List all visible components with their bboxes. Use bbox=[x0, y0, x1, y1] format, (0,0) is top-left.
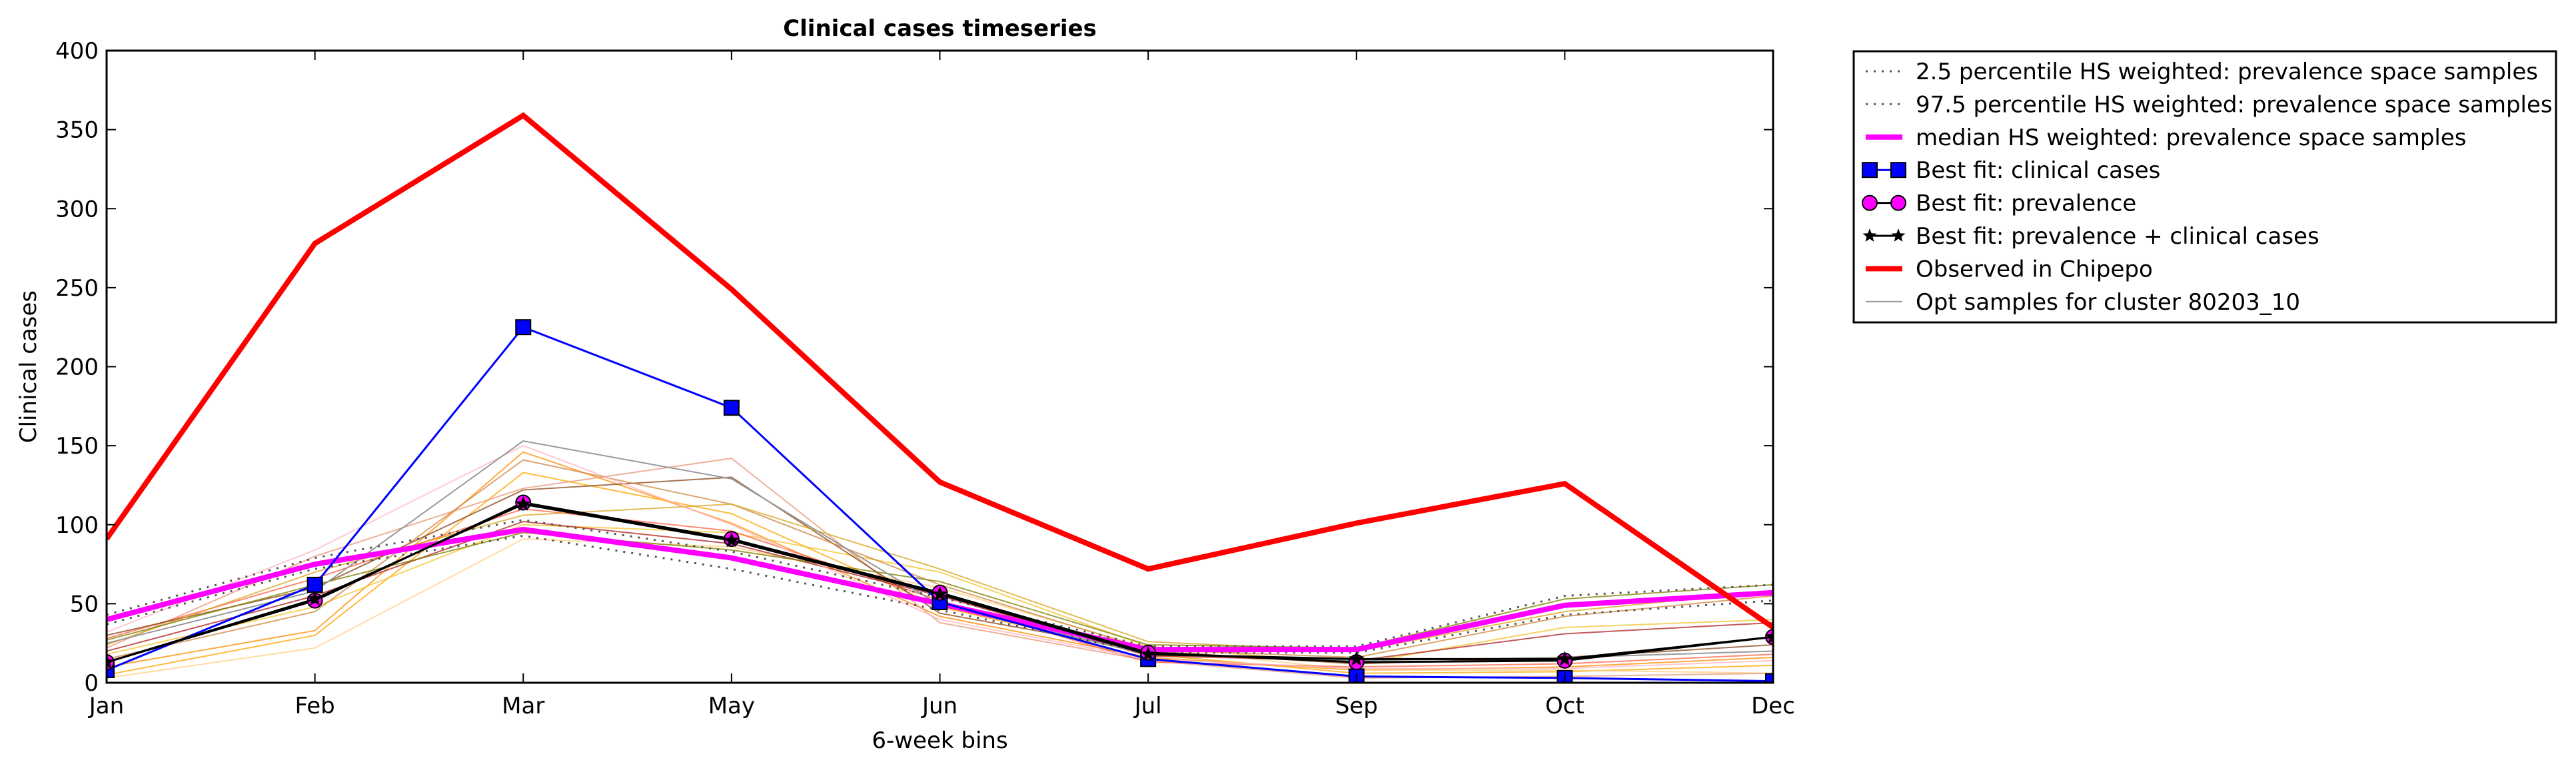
data-point-square bbox=[1765, 673, 1773, 683]
sample-line bbox=[107, 445, 1773, 669]
legend-entry: Best fit: prevalence + clinical cases bbox=[1862, 223, 2319, 250]
legend-entry: Observed in Chipepo bbox=[1866, 256, 2153, 282]
axes: 0 50 100 150 200 250 300 350 400 Jan Feb Mar May Jun J… bbox=[55, 38, 1795, 719]
legend-marker-circle bbox=[1862, 194, 1878, 211]
legend-label: Best fit: clinical cases bbox=[1916, 157, 2160, 184]
legend-entry: 97.5 percentile HS weighted: prevalence … bbox=[1866, 91, 2553, 118]
data-point-star bbox=[515, 496, 532, 511]
y-tick-label: 250 bbox=[55, 275, 99, 302]
x-tick-label: Feb bbox=[295, 693, 335, 719]
data-point-star bbox=[1348, 650, 1365, 666]
data-point-square bbox=[107, 662, 115, 679]
legend-label: Observed in Chipepo bbox=[1916, 256, 2153, 282]
data-point-star bbox=[1140, 645, 1156, 661]
data-point-square bbox=[515, 319, 532, 336]
x-tick-label: Sep bbox=[1335, 693, 1378, 719]
legend-label: 97.5 percentile HS weighted: prevalence … bbox=[1916, 91, 2553, 118]
legend-label: Best fit: prevalence + clinical cases bbox=[1916, 223, 2319, 250]
series-line-opt-samples bbox=[107, 440, 1773, 661]
sample-line bbox=[107, 503, 1773, 652]
legend-marker-star bbox=[1862, 228, 1877, 242]
y-tick-label: 50 bbox=[70, 591, 99, 617]
y-tick-label: 150 bbox=[55, 433, 99, 460]
legend-label: median HS weighted: prevalence space sam… bbox=[1916, 125, 2467, 151]
x-tick-label: Mar bbox=[502, 693, 544, 719]
legend-label: Opt samples for cluster 80203_10 bbox=[1916, 289, 2300, 316]
x-tick-label: Jun bbox=[921, 693, 958, 719]
data-point-star bbox=[107, 653, 115, 669]
plot-area bbox=[107, 112, 1773, 683]
series-line-square-marker bbox=[107, 326, 1773, 683]
x-tick-label: Oct bbox=[1545, 693, 1585, 719]
x-tick-label: Jul bbox=[1133, 693, 1162, 719]
series-line-circle-marker bbox=[107, 501, 1773, 663]
x-tick-label: May bbox=[708, 693, 755, 719]
legend-marker-circle bbox=[1890, 194, 1906, 211]
data-point-star bbox=[1765, 628, 1773, 644]
legend-entry: Best fit: clinical cases bbox=[1862, 157, 2160, 184]
y-tick-label: 200 bbox=[55, 354, 99, 381]
legend-entry: Best fit: prevalence bbox=[1862, 191, 2136, 217]
data-point-star bbox=[307, 590, 323, 606]
data-point-star bbox=[1557, 650, 1573, 666]
x-tick-label: Dec bbox=[1751, 693, 1795, 719]
legend-entry: 2.5 percentile HS weighted: prevalence s… bbox=[1866, 59, 2538, 85]
series-line-percentile bbox=[107, 519, 1773, 647]
y-tick-label: 100 bbox=[55, 512, 99, 539]
legend-label: Best fit: prevalence bbox=[1916, 191, 2136, 217]
legend: 2.5 percentile HS weighted: prevalence s… bbox=[1852, 50, 2557, 324]
data-point-star bbox=[724, 532, 740, 548]
y-tick-label: 350 bbox=[55, 117, 99, 144]
y-axis-title: Clinical cases bbox=[15, 290, 42, 443]
sample-line bbox=[107, 524, 1773, 665]
x-axis-title: 6-week bins bbox=[872, 727, 1007, 754]
sample-line bbox=[107, 476, 1773, 665]
data-point-square bbox=[723, 400, 740, 416]
legend-label: 2.5 percentile HS weighted: prevalence s… bbox=[1916, 59, 2538, 85]
legend-marker-square bbox=[1890, 162, 1906, 179]
legend-marker-star bbox=[1891, 228, 1906, 242]
y-tick-label: 300 bbox=[55, 196, 99, 222]
data-point-star bbox=[932, 585, 948, 601]
chart-title: Clinical cases timeseries bbox=[783, 15, 1097, 42]
series-line-observed bbox=[107, 112, 1773, 630]
y-tick-label: 400 bbox=[55, 38, 99, 65]
legend-box bbox=[1852, 50, 2557, 324]
data-point-square bbox=[307, 576, 323, 593]
legend-entry: Opt samples for cluster 80203_10 bbox=[1866, 289, 2300, 316]
legend-entry: median HS weighted: prevalence space sam… bbox=[1866, 125, 2467, 151]
x-tick-label: Jan bbox=[88, 693, 124, 719]
legend-marker-square bbox=[1862, 162, 1878, 179]
y-tick-label: 0 bbox=[84, 670, 99, 697]
